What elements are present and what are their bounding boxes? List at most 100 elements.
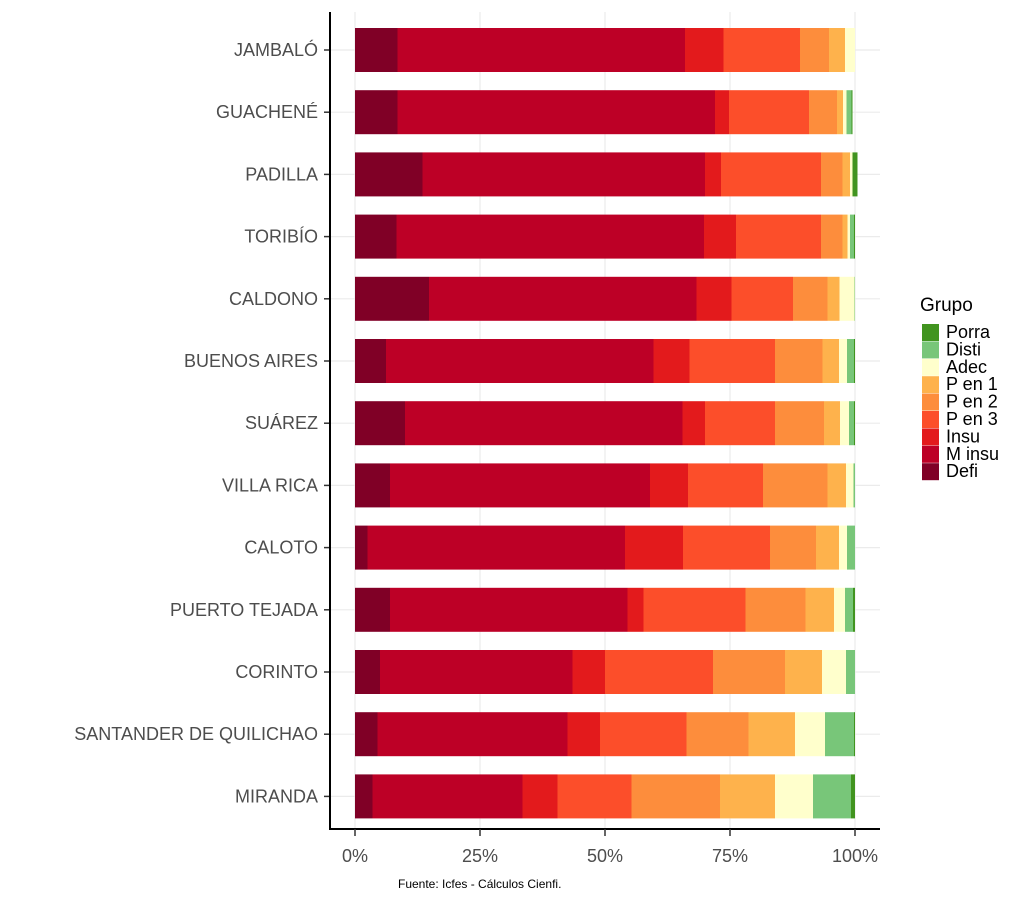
legend-swatch-adec [922, 358, 939, 376]
bar-padilla-p-en-1 [842, 152, 850, 197]
bar-corinto-adec [822, 650, 846, 694]
bar-caloto-p-en-1 [816, 525, 839, 570]
bar-puerto-tejada-p-en-3 [643, 587, 746, 632]
legend-swatch-m-insu [922, 445, 939, 463]
bar-toribio-porra [854, 214, 855, 259]
bar-guachene-adec [843, 90, 847, 135]
bar-group-caldono [355, 276, 855, 321]
bar-miranda-p-en-1 [720, 774, 775, 819]
bars-layer [355, 28, 858, 819]
bar-padilla-m-insu [422, 152, 705, 197]
bar-toribio-p-en-3 [736, 214, 821, 259]
bar-miranda-p-en-3 [557, 774, 632, 819]
bar-caldono-p-en-2 [793, 276, 828, 321]
x-tick-label-0: 0% [342, 846, 368, 866]
bar-group-caloto [355, 525, 855, 570]
bar-caldono-p-en-3 [731, 276, 793, 321]
bar-caldono-disti [854, 276, 855, 321]
bar-miranda-disti [813, 774, 851, 819]
bar-padilla-p-en-2 [821, 152, 843, 197]
bar-caloto-p-en-3 [683, 525, 770, 570]
bar-jambalo-p-en-3 [723, 28, 800, 72]
bar-miranda-m-insu [372, 774, 523, 819]
x-tick-label-2: 50% [587, 846, 623, 866]
category-label-corinto: CORINTO [235, 662, 318, 682]
legend-label-p-en-2: P en 2 [946, 392, 998, 412]
bar-guachene-p-en-2 [809, 90, 837, 135]
bar-santander-de-quilichao-insu [567, 712, 600, 757]
bar-suarez-adec [840, 401, 849, 446]
bar-miranda-adec [775, 774, 813, 819]
bar-group-padilla [355, 152, 858, 197]
category-label-puerto-tejada: PUERTO TEJADA [170, 600, 318, 620]
bar-padilla-adec [850, 152, 853, 197]
bar-group-suarez [355, 401, 855, 446]
bar-group-toribio [355, 214, 855, 259]
legend-label-p-en-3: P en 3 [946, 409, 998, 429]
legend-label-adec: Adec [946, 357, 987, 377]
bar-villa-rica-p-en-2 [763, 463, 828, 508]
bar-suarez-insu [682, 401, 705, 446]
category-label-buenos-aires: BUENOS AIRES [184, 351, 318, 371]
bar-santander-de-quilichao-p-en-2 [686, 712, 749, 757]
bar-puerto-tejada-disti [845, 587, 853, 632]
legend-label-insu: Insu [946, 426, 980, 446]
bar-caldono-defi [355, 276, 429, 321]
x-tick-label-1: 25% [462, 846, 498, 866]
bar-corinto-p-en-2 [713, 650, 785, 694]
bar-guachene-defi [355, 90, 398, 135]
bar-miranda-porra [851, 774, 855, 819]
bar-caldono-adec [839, 276, 855, 321]
bar-caloto-p-en-2 [770, 525, 816, 570]
bar-jambalo-defi [355, 28, 398, 72]
legend-swatch-p-en-2 [922, 393, 939, 411]
bar-corinto-insu [572, 650, 605, 694]
bar-toribio-p-en-2 [821, 214, 843, 259]
bar-buenos-aires-porra [854, 339, 855, 383]
bar-santander-de-quilichao-disti [825, 712, 854, 757]
bar-villa-rica-m-insu [390, 463, 650, 508]
legend-label-m-insu: M insu [946, 444, 999, 464]
bar-puerto-tejada-insu [627, 587, 644, 632]
bar-guachene-p-en-3 [729, 90, 809, 135]
bar-group-santander-de-quilichao [355, 712, 855, 757]
bar-group-villa-rica [355, 463, 855, 508]
category-label-miranda: MIRANDA [235, 786, 318, 806]
bar-buenos-aires-adec [839, 339, 847, 383]
bar-caldono-p-en-1 [827, 276, 840, 321]
bar-suarez-p-en-2 [775, 401, 824, 446]
bar-puerto-tejada-p-en-1 [805, 587, 834, 632]
legend-swatch-insu [922, 428, 939, 446]
chart-caption: Fuente: Icfes - Cálculos Cienfi. [398, 877, 561, 891]
bar-guachene-disti [846, 90, 852, 135]
bar-santander-de-quilichao-m-insu [377, 712, 568, 757]
bar-corinto-m-insu [380, 650, 573, 694]
category-label-santander-de-quilichao: SANTANDER DE QUILICHAO [74, 724, 318, 744]
bar-buenos-aires-defi [355, 339, 386, 383]
legend-swatch-p-en-3 [922, 411, 939, 428]
legend-title: Grupo [920, 295, 973, 316]
bar-corinto-defi [355, 650, 380, 694]
category-label-padilla: PADILLA [245, 164, 318, 184]
bar-toribio-adec [847, 214, 850, 259]
bar-guachene-porra [851, 90, 853, 135]
bar-buenos-aires-disti [847, 339, 854, 383]
category-label-caloto: CALOTO [244, 538, 318, 558]
bar-buenos-aires-p-en-2 [775, 339, 823, 383]
bar-villa-rica-insu [650, 463, 688, 508]
bar-jambalo-m-insu [397, 28, 685, 72]
bar-guachene-m-insu [397, 90, 715, 135]
bar-miranda-insu [522, 774, 558, 819]
bar-villa-rica-disti [853, 463, 855, 508]
bar-padilla-p-en-3 [721, 152, 821, 197]
bar-villa-rica-adec [846, 463, 854, 508]
bar-group-jambalo [355, 28, 855, 72]
bar-caloto-defi [355, 525, 368, 570]
bar-group-miranda [355, 774, 855, 819]
bar-villa-rica-defi [355, 463, 390, 508]
bar-toribio-insu [704, 214, 736, 259]
legend-swatch-disti [922, 341, 939, 359]
category-label-toribio: TORIBÍO [244, 227, 318, 247]
bar-suarez-defi [355, 401, 405, 446]
